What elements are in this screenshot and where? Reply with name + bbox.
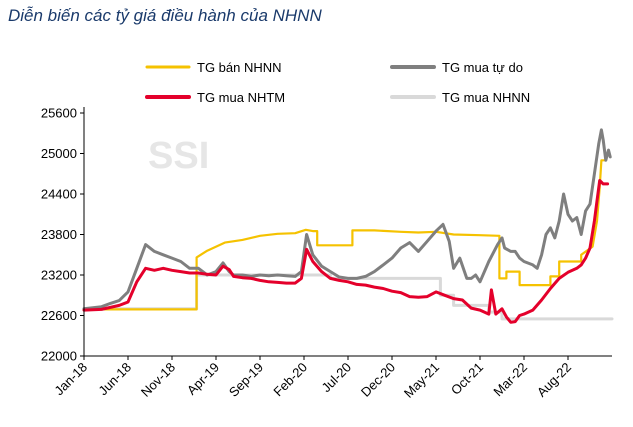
- y-tick-label: 22600: [41, 308, 77, 323]
- legend-item-3: TG mua NHNN: [390, 90, 530, 105]
- y-tick-label: 23200: [41, 268, 77, 283]
- x-tick-label: Oct-21: [448, 360, 486, 398]
- y-tick-label: 25000: [41, 146, 77, 161]
- x-tick-label: Jun-18: [95, 360, 134, 399]
- y-tick-label: 24400: [41, 187, 77, 202]
- legend-label: TG bán NHNN: [197, 60, 282, 75]
- x-tick-label: Sep-19: [226, 360, 266, 400]
- y-tick-label: 22000: [41, 349, 77, 364]
- x-tick-label: Aug-22: [534, 360, 574, 400]
- legend-label: TG mua tự do: [442, 60, 523, 75]
- legend-item-0: TG bán NHNN: [145, 60, 282, 75]
- series-line-2: [82, 179, 610, 324]
- legend-item-1: TG mua tự do: [390, 60, 523, 75]
- legend-item-2: TG mua NHTM: [145, 90, 285, 105]
- x-tick-label: Mar-22: [490, 360, 530, 400]
- y-tick-label: 23800: [41, 227, 77, 242]
- x-tick-label: Apr-19: [184, 360, 222, 398]
- x-tick-label: Jul-20: [318, 360, 354, 396]
- legend-label: TG mua NHNN: [442, 90, 530, 105]
- x-tick-label: Jan-18: [51, 360, 90, 399]
- x-tick-label: May-21: [401, 360, 442, 401]
- y-tick-label: 25600: [41, 106, 77, 121]
- series-line-0: [82, 159, 607, 311]
- chart-title: Diễn biến các tỷ giá điều hành của NHNN: [8, 6, 322, 25]
- x-tick-label: Dec-20: [358, 360, 398, 400]
- x-tick-label: Nov-18: [138, 360, 178, 400]
- watermark: SSI: [148, 135, 209, 177]
- legend-label: TG mua NHTM: [197, 90, 285, 105]
- x-tick-label: Feb-20: [270, 360, 310, 400]
